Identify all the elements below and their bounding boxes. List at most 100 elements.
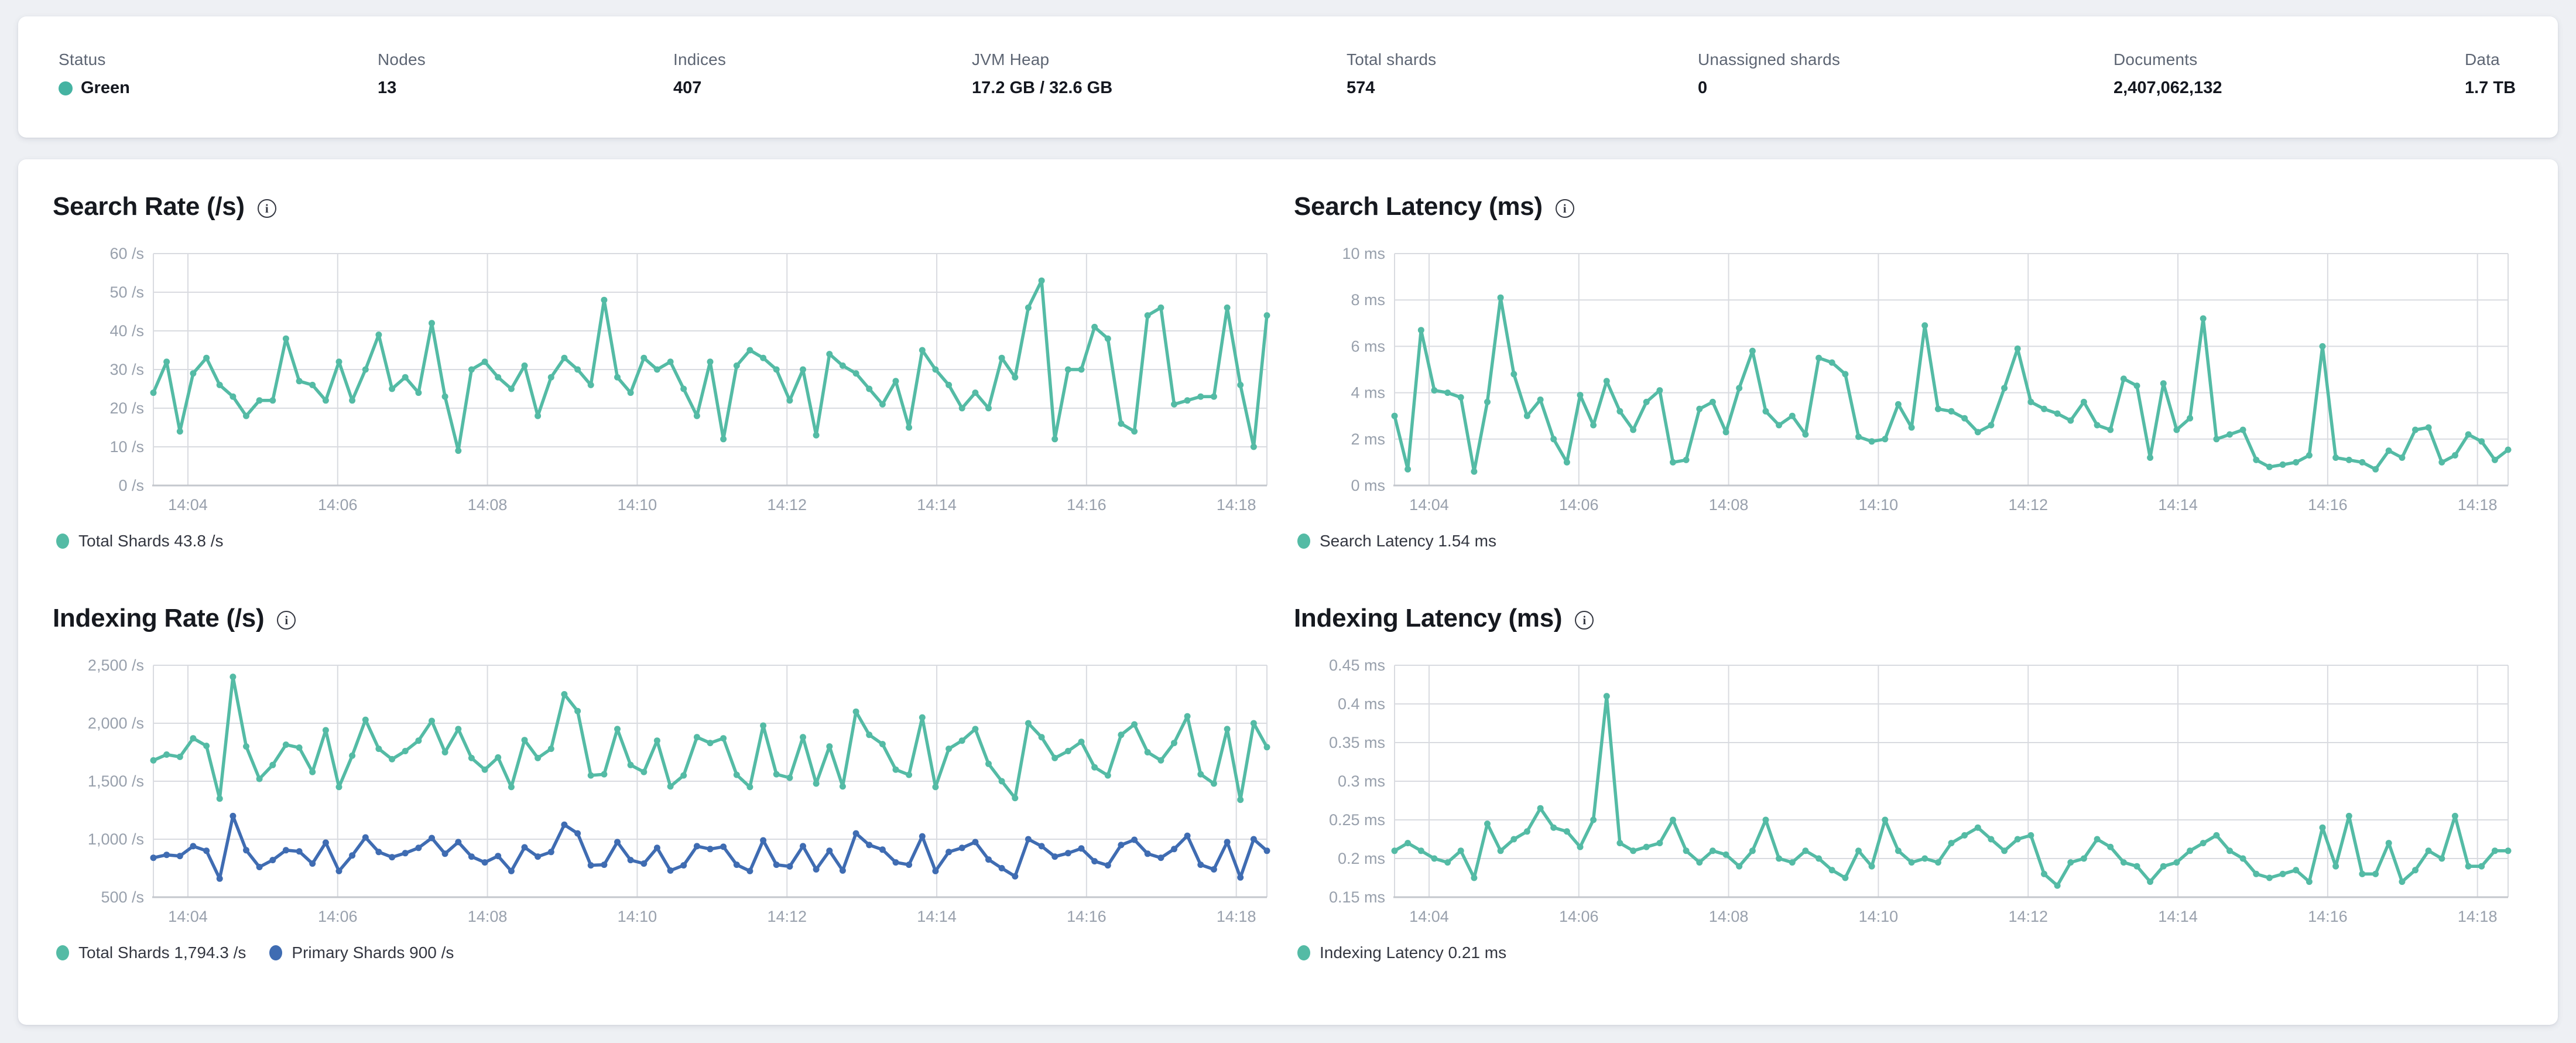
svg-text:1,500 /s: 1,500 /s — [88, 772, 144, 790]
legend-item-search-latency[interactable]: Search Latency 1.54 ms — [1297, 532, 1496, 550]
chart-section-indexing-latency: Indexing Latency (ms) i 0.15 ms 0.2 ms 0.2… — [1294, 602, 2517, 962]
svg-text:1,000 /s: 1,000 /s — [88, 830, 144, 848]
svg-text:10 ms: 10 ms — [1342, 245, 1385, 262]
stat-data-size-value: 1.7 TB — [2465, 78, 2516, 97]
legend-label: Total Shards 43.8 /s — [78, 532, 224, 550]
svg-text:14:04: 14:04 — [168, 496, 208, 514]
svg-text:0.35 ms: 0.35 ms — [1329, 734, 1385, 751]
stat-documents: Documents 2,407,062,132 — [2113, 50, 2222, 98]
search-rate-chart[interactable]: 0 /s 10 /s 20 /s 30 /s 40 /s 50 /s 60 /s 14:04 1… — [53, 245, 1276, 525]
info-icon[interactable]: i — [1575, 611, 1594, 630]
cluster-status-bar: Status Green Nodes 13 Indices 407 JVM He… — [18, 16, 2558, 138]
svg-text:14:04: 14:04 — [168, 908, 208, 925]
metrics-panel: Search Rate (/s) i 0 /s 10 /s 20 /s 30 /s 40… — [18, 159, 2558, 1025]
stat-jvm-heap: JVM Heap 17.2 GB / 32.6 GB — [972, 50, 1112, 98]
svg-text:14:16: 14:16 — [2308, 496, 2348, 514]
chart-title-indexing-rate: Indexing Rate (/s) — [53, 604, 265, 632]
svg-text:14:06: 14:06 — [1559, 496, 1599, 514]
svg-text:40 /s: 40 /s — [109, 322, 144, 340]
svg-text:10 /s: 10 /s — [109, 438, 144, 456]
chart-title-indexing-latency: Indexing Latency (ms) — [1294, 604, 1563, 632]
legend-dot — [1297, 534, 1310, 549]
info-icon[interactable]: i — [277, 611, 296, 630]
svg-text:14:08: 14:08 — [468, 496, 508, 514]
svg-text:0 /s: 0 /s — [118, 477, 144, 494]
svg-text:14:12: 14:12 — [2008, 496, 2048, 514]
health-status-dot — [59, 81, 73, 95]
svg-text:14:18: 14:18 — [2458, 496, 2498, 514]
legend-item-indexing-latency[interactable]: Indexing Latency 0.21 ms — [1297, 943, 1506, 962]
info-icon[interactable]: i — [257, 199, 276, 218]
legend-item-primary-shards[interactable]: Primary Shards 900 /s — [269, 943, 454, 962]
svg-text:60 /s: 60 /s — [109, 245, 144, 262]
svg-text:0.15 ms: 0.15 ms — [1329, 888, 1385, 906]
svg-text:0.2 ms: 0.2 ms — [1338, 850, 1385, 867]
legend-label: Primary Shards 900 /s — [292, 943, 454, 962]
svg-text:14:16: 14:16 — [2308, 908, 2348, 925]
svg-text:14:04: 14:04 — [1409, 908, 1449, 925]
info-icon[interactable]: i — [1555, 199, 1574, 218]
svg-text:2 ms: 2 ms — [1351, 430, 1385, 448]
legend-label: Total Shards 1,794.3 /s — [78, 943, 246, 962]
stat-status: Status Green — [59, 50, 130, 98]
indexing-rate-chart[interactable]: 500 /s 1,000 /s 1,500 /s 2,000 /s 2,500 /s 14… — [53, 656, 1276, 936]
svg-text:2,500 /s: 2,500 /s — [88, 657, 144, 674]
svg-text:14:10: 14:10 — [1859, 496, 1899, 514]
chart-section-indexing-rate: Indexing Rate (/s) i 500 /s 1,000 /s 1,500… — [53, 602, 1276, 962]
svg-text:8 ms: 8 ms — [1351, 291, 1385, 309]
stat-data-size: Data 1.7 TB — [2465, 50, 2516, 98]
svg-text:30 /s: 30 /s — [109, 361, 144, 378]
svg-text:0 ms: 0 ms — [1351, 477, 1385, 494]
svg-text:14:14: 14:14 — [2158, 496, 2198, 514]
stat-total-shards-value: 574 — [1347, 78, 1375, 97]
svg-text:50 /s: 50 /s — [109, 283, 144, 301]
stat-status-label: Status — [59, 50, 106, 69]
svg-text:14:10: 14:10 — [1859, 908, 1899, 925]
legend-item-total-shards[interactable]: Total Shards 43.8 /s — [56, 532, 223, 550]
stat-status-value: Green — [81, 78, 130, 97]
svg-text:14:08: 14:08 — [1709, 908, 1749, 925]
svg-text:14:06: 14:06 — [318, 908, 358, 925]
stat-total-shards: Total shards 574 — [1347, 50, 1436, 98]
svg-text:14:04: 14:04 — [1409, 496, 1449, 514]
svg-text:14:16: 14:16 — [1067, 496, 1107, 514]
stat-nodes: Nodes 13 — [378, 50, 426, 98]
chart-section-search-rate: Search Rate (/s) i 0 /s 10 /s 20 /s 30 /s 40… — [53, 190, 1276, 550]
svg-text:14:12: 14:12 — [767, 908, 807, 925]
search-latency-chart[interactable]: 0 ms 2 ms 4 ms 6 ms 8 ms 10 ms 14:04 14:06 14:08… — [1294, 245, 2517, 525]
legend-label: Indexing Latency 0.21 ms — [1320, 943, 1507, 962]
legend-dot — [56, 534, 69, 549]
svg-text:4 ms: 4 ms — [1351, 384, 1385, 402]
chart-title-search-latency: Search Latency (ms) — [1294, 192, 1543, 221]
stat-documents-label: Documents — [2113, 50, 2198, 69]
stat-unassigned-shards-label: Unassigned shards — [1698, 50, 1841, 69]
svg-text:14:14: 14:14 — [917, 496, 957, 514]
svg-text:14:06: 14:06 — [1559, 908, 1599, 925]
stat-unassigned-shards: Unassigned shards 0 — [1698, 50, 1840, 98]
chart-section-search-latency: Search Latency (ms) i 0 ms 2 ms 4 ms 6 ms 8 … — [1294, 190, 2517, 550]
svg-text:14:08: 14:08 — [1709, 496, 1749, 514]
stat-jvm-heap-value: 17.2 GB / 32.6 GB — [972, 78, 1113, 97]
svg-text:0.4 ms: 0.4 ms — [1338, 695, 1385, 713]
stat-total-shards-label: Total shards — [1347, 50, 1437, 69]
legend-dot — [1297, 945, 1310, 960]
svg-text:14:08: 14:08 — [468, 908, 508, 925]
svg-text:14:18: 14:18 — [2458, 908, 2498, 925]
stat-indices: Indices 407 — [673, 50, 726, 98]
svg-text:14:16: 14:16 — [1067, 908, 1107, 925]
legend-dot — [56, 945, 69, 960]
svg-text:14:06: 14:06 — [318, 496, 358, 514]
svg-text:20 /s: 20 /s — [109, 399, 144, 417]
stat-nodes-label: Nodes — [378, 50, 426, 69]
svg-text:14:18: 14:18 — [1217, 908, 1256, 925]
legend-item-total-shards[interactable]: Total Shards 1,794.3 /s — [56, 943, 246, 962]
svg-text:14:12: 14:12 — [2008, 908, 2048, 925]
legend-dot — [269, 945, 283, 960]
legend-label: Search Latency 1.54 ms — [1320, 532, 1496, 550]
svg-text:6 ms: 6 ms — [1351, 337, 1385, 355]
svg-text:14:12: 14:12 — [767, 496, 807, 514]
indexing-latency-chart[interactable]: 0.15 ms 0.2 ms 0.25 ms 0.3 ms 0.35 ms 0.4 ms 0… — [1294, 656, 2517, 936]
stat-jvm-heap-label: JVM Heap — [972, 50, 1050, 69]
svg-text:14:10: 14:10 — [618, 908, 657, 925]
stat-unassigned-shards-value: 0 — [1698, 78, 1708, 97]
